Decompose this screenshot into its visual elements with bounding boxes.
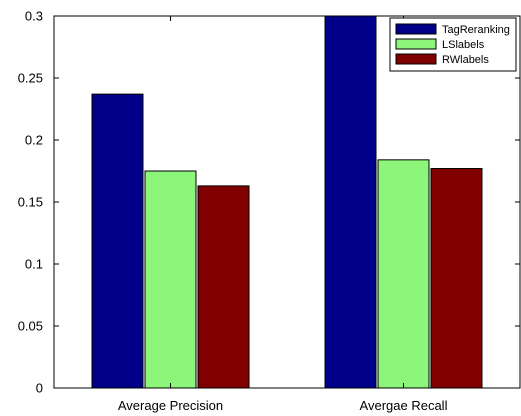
bar-rwlabels-0 — [197, 185, 250, 389]
bar-tagreranking-1 — [324, 15, 377, 389]
bar-tagreranking-0 — [91, 93, 144, 389]
y-tick-label: 0.25 — [18, 71, 43, 86]
legend: TagReranking LSlabels RWlabels — [389, 17, 517, 72]
bar-lslabels-1 — [377, 159, 430, 389]
legend-swatch-lslabels — [395, 38, 437, 50]
y-tick-label: 0.15 — [18, 195, 43, 210]
x-tick-label: Avergae Recall — [360, 398, 448, 413]
bars-layer — [91, 15, 483, 389]
y-tick-label: 0.2 — [25, 133, 43, 148]
legend-label-lslabels: LSlabels — [442, 39, 485, 51]
x-tick-label: Average Precision — [118, 398, 223, 413]
legend-label-tagreranking: TagReranking — [442, 24, 510, 36]
bar-rwlabels-1 — [430, 168, 483, 389]
legend-swatch-rwlabels — [395, 53, 437, 65]
y-tick-label: 0 — [36, 381, 43, 396]
legend-swatch-tagreranking — [395, 23, 437, 35]
bar-lslabels-0 — [144, 170, 197, 389]
legend-label-rwlabels: RWlabels — [442, 54, 489, 66]
y-tick-label: 0.05 — [18, 319, 43, 334]
ticks-layer: 0 0.05 0.1 0.15 0.2 0.25 0.3 Average Precision A… — [18, 9, 520, 413]
y-tick-label: 0.1 — [25, 257, 43, 272]
y-tick-label: 0.3 — [25, 9, 43, 24]
